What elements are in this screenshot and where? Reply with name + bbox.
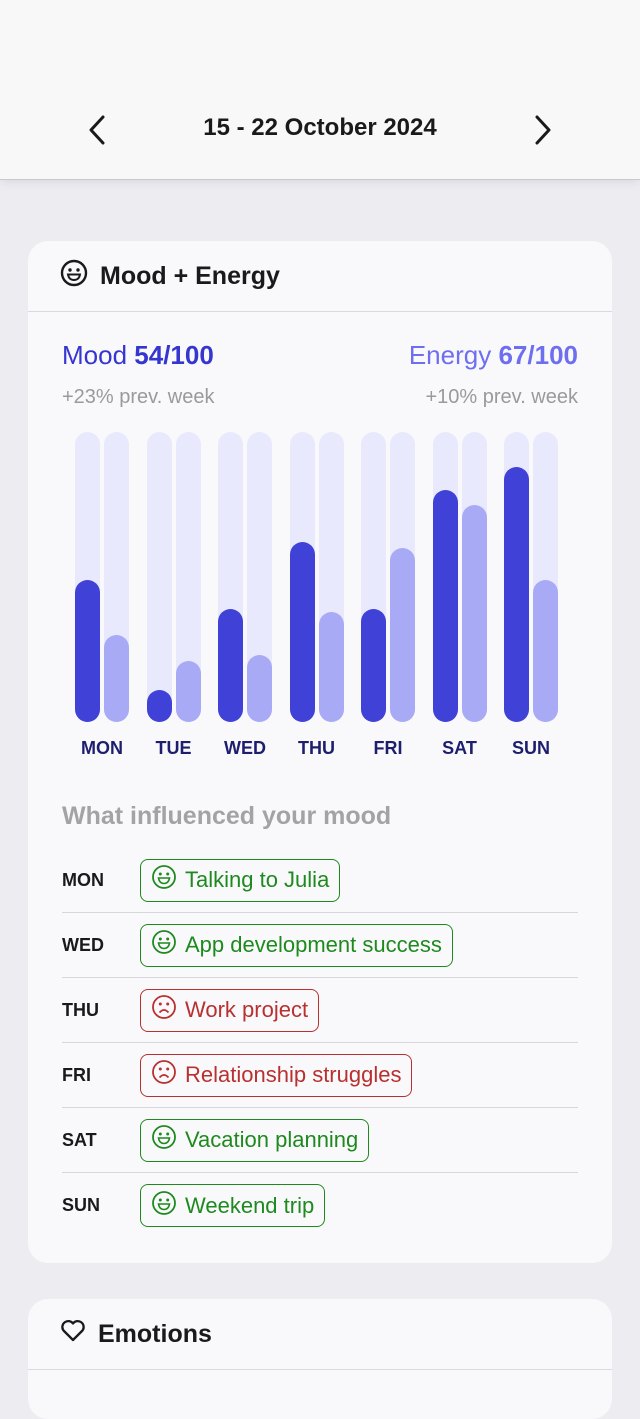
influence-text: Weekend trip	[185, 1192, 315, 1218]
frown-icon	[151, 994, 177, 1026]
energy-bar	[533, 579, 558, 722]
energy-label: Energy	[408, 340, 492, 370]
influence-day: THU	[62, 999, 99, 1020]
energy-stat: Energy 67/100	[409, 340, 578, 371]
card-title: Mood + Energy	[100, 261, 280, 290]
influence-tag[interactable]: Weekend trip	[140, 1184, 326, 1227]
energy-value: 67/100	[498, 340, 578, 370]
day-label: FRI	[373, 738, 403, 758]
frown-icon	[151, 1059, 177, 1091]
influence-row: FRI Relationship struggles	[62, 1043, 578, 1108]
mood-bar	[218, 608, 243, 722]
energy-bar	[318, 611, 344, 722]
mood-bar	[432, 490, 458, 722]
day-label: TUE	[155, 738, 192, 758]
influence-day: MON	[62, 869, 104, 890]
influence-row: SUN Weekend trip	[62, 1173, 578, 1238]
influence-tag[interactable]: Relationship struggles	[140, 1053, 413, 1097]
influence-text: Relationship struggles	[185, 1062, 402, 1087]
influence-row: THU Work project	[62, 978, 578, 1043]
influence-text: Work project	[185, 997, 309, 1022]
influence-day: SUN	[62, 1195, 101, 1215]
influence-day: WED	[62, 934, 104, 955]
energy-bar	[390, 548, 415, 722]
mood-bar	[75, 579, 100, 722]
mood-value: 54/100	[134, 340, 214, 370]
energy-bar	[247, 655, 272, 722]
influence-tag[interactable]: App development success	[140, 923, 453, 967]
influence-tag[interactable]: Talking to Julia	[140, 858, 341, 902]
energy-bar	[175, 661, 201, 722]
influence-day: FRI	[62, 1064, 91, 1085]
mood-bar	[289, 542, 315, 722]
influence-tag[interactable]: Vacation planning	[140, 1118, 370, 1162]
day-label: WED	[224, 738, 266, 758]
influence-row: WED App development success	[62, 913, 578, 978]
influence-day: SAT	[62, 1129, 97, 1150]
day-label: SUN	[511, 738, 550, 758]
influence-row: MON Talking to Julia	[62, 848, 578, 913]
chevron-right-icon[interactable]	[523, 110, 563, 150]
bar-track	[146, 432, 172, 722]
card-title: Emotions	[98, 1319, 212, 1348]
heart-icon	[60, 1319, 86, 1350]
influence-title: What influenced your mood	[62, 802, 392, 830]
influence-text: Vacation planning	[185, 1127, 359, 1152]
energy-change: +10% prev. week	[425, 386, 579, 408]
mood-energy-card: Mood + Energy	[28, 241, 612, 1263]
day-label: MON	[81, 738, 123, 758]
mood-change: +23% prev. week	[62, 386, 215, 408]
influence-text: App development success	[185, 932, 442, 957]
mood-bar	[504, 466, 529, 722]
day-label: SAT	[442, 738, 477, 758]
influence-tag[interactable]: Work project	[140, 988, 320, 1032]
influence-row: SAT Vacation planning	[62, 1108, 578, 1173]
energy-bar	[461, 504, 487, 722]
mood-bar	[361, 608, 386, 722]
smile-icon	[151, 929, 177, 961]
day-label: THU	[298, 738, 335, 758]
influence-text: Talking to Julia	[185, 867, 330, 892]
smile-icon	[60, 259, 88, 294]
chevron-left-icon[interactable]	[77, 110, 117, 150]
date-range: 15 - 22 October 2024	[203, 114, 437, 141]
smile-icon	[151, 1190, 177, 1222]
week-header: 15 - 22 October 2024	[0, 0, 640, 180]
smile-icon	[151, 864, 177, 896]
smile-icon	[151, 1124, 177, 1156]
emotions-card[interactable]: Emotions	[28, 1299, 612, 1419]
energy-bar	[104, 635, 129, 722]
mood-bar	[146, 690, 172, 722]
mood-label: Mood	[62, 340, 128, 370]
mood-stat: Mood 54/100	[62, 340, 214, 371]
